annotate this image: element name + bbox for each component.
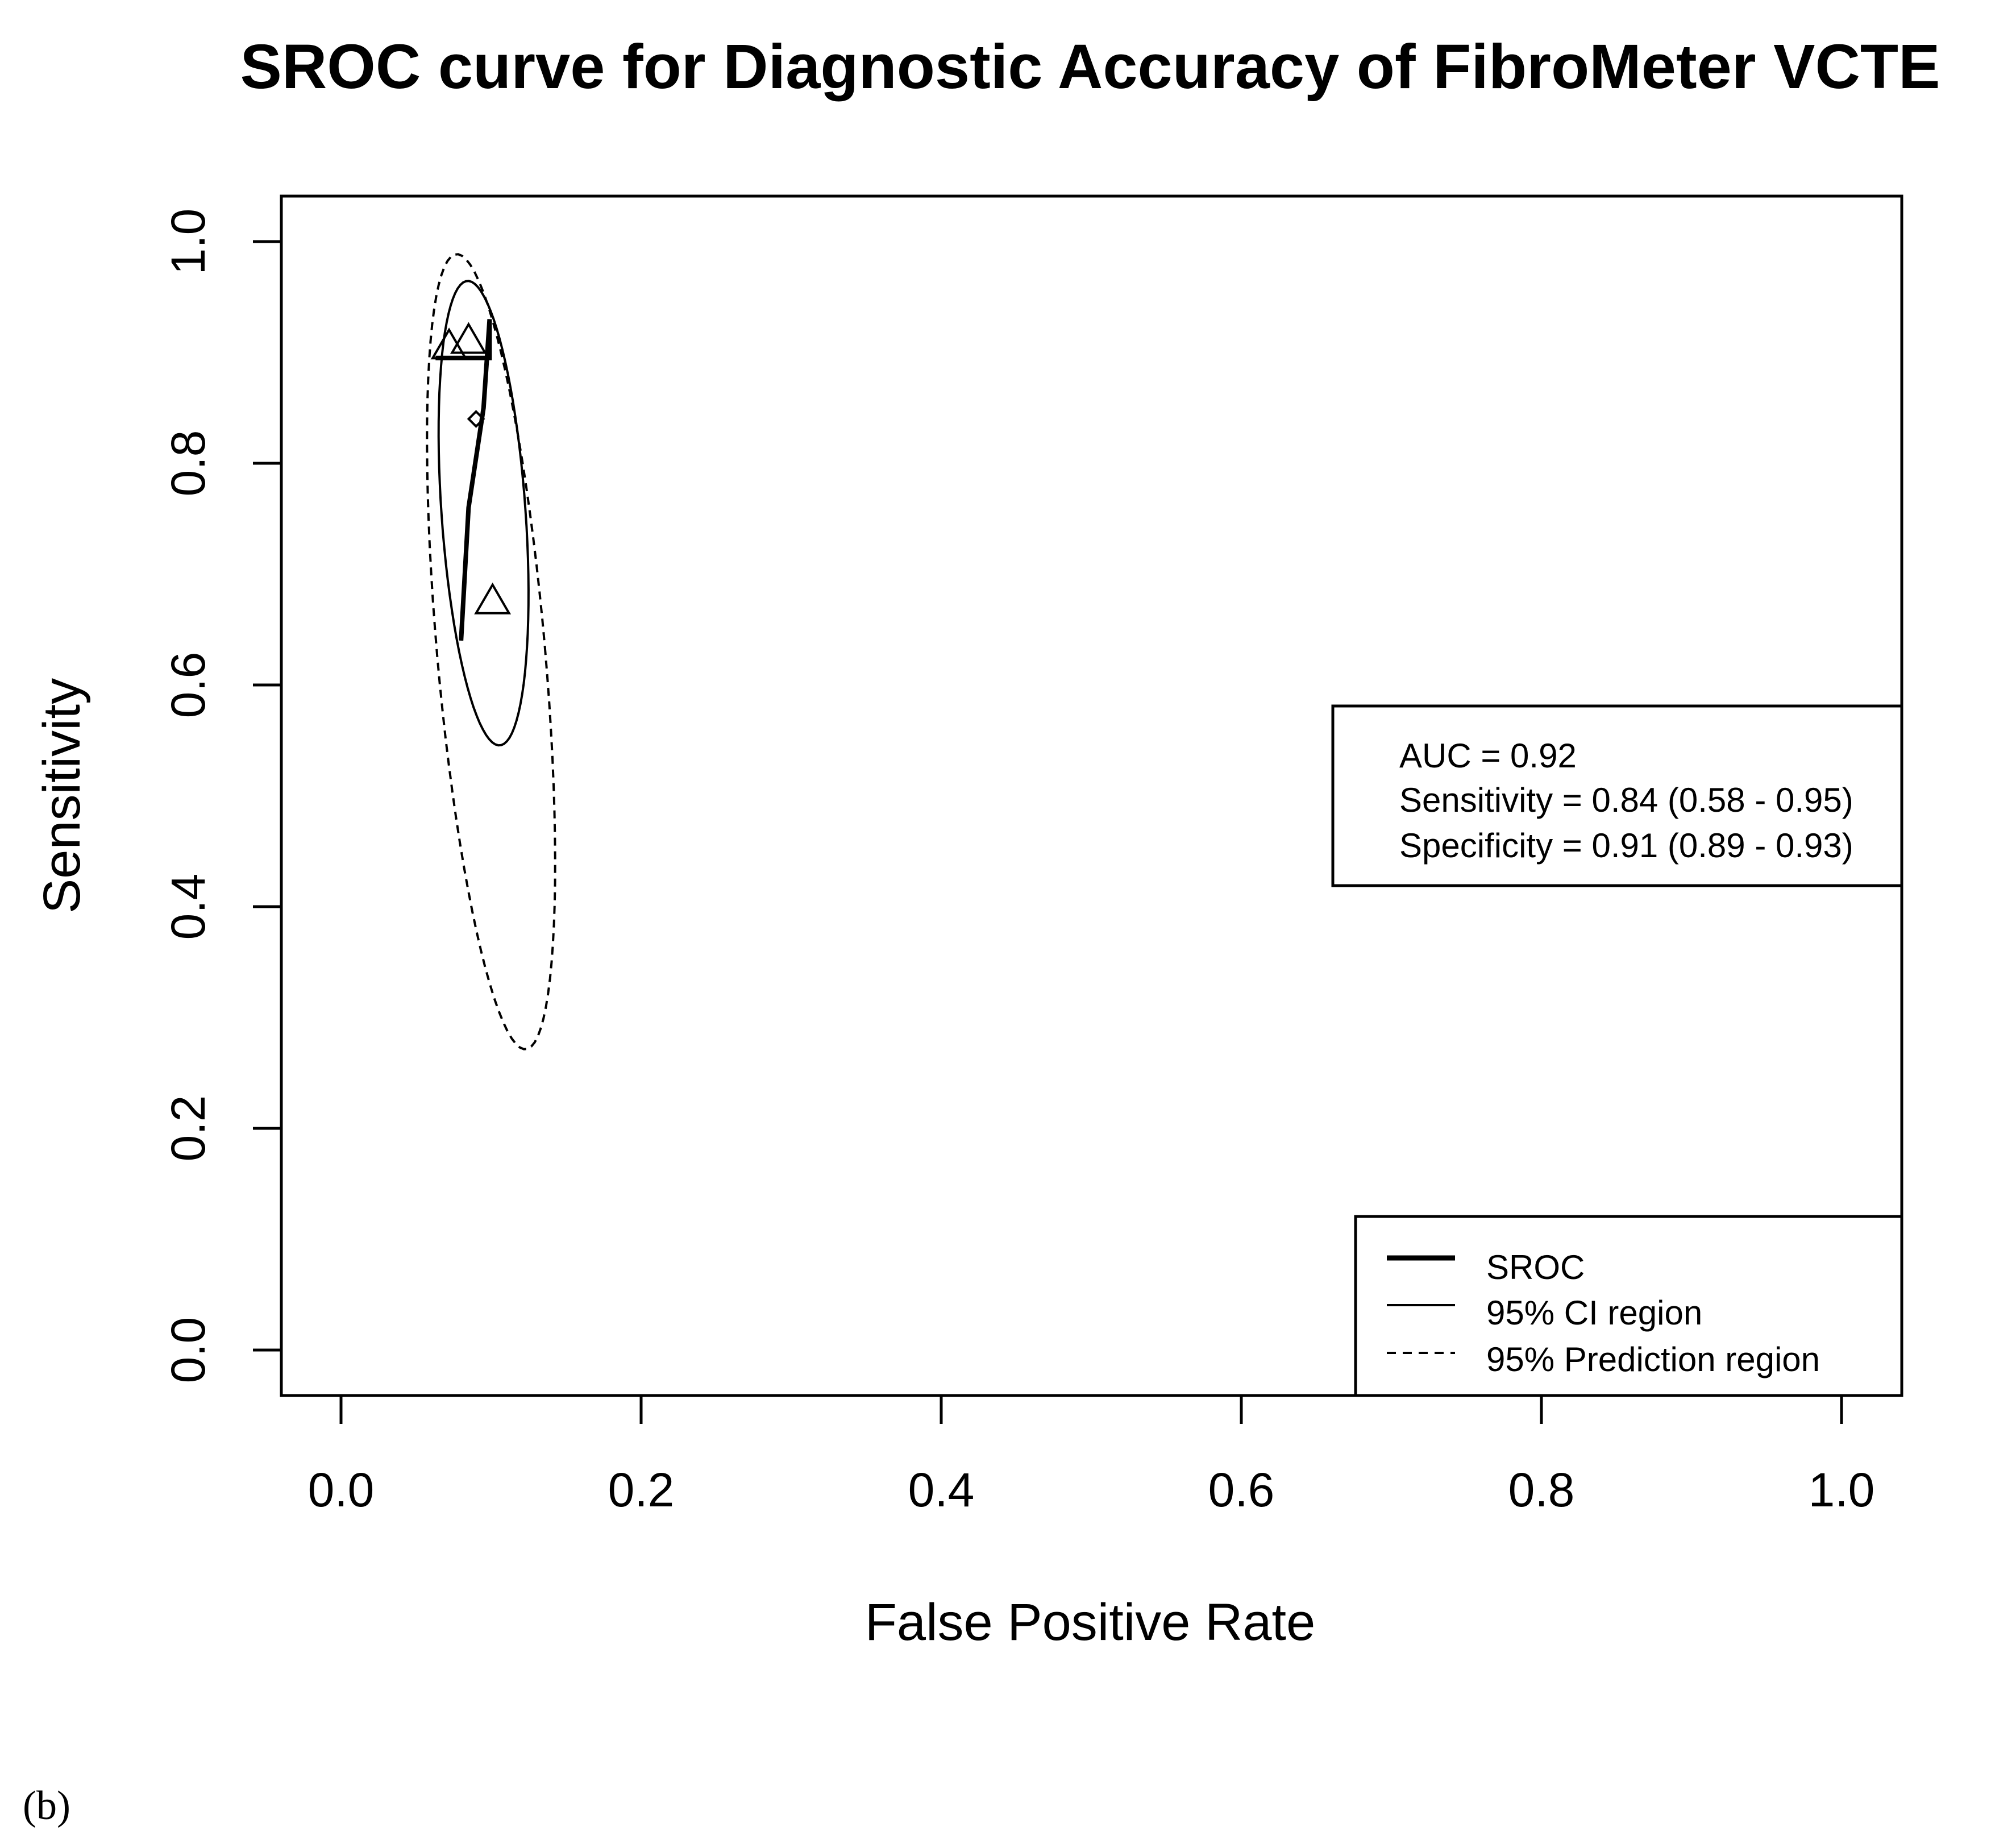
study-point-1 (430, 327, 468, 360)
y-tick-label: 0.2 (161, 1095, 215, 1162)
y-axis: 0.0 0.2 0.4 0.6 0.8 1.0 (161, 209, 283, 1384)
x-tick-label: 0.4 (908, 1463, 975, 1517)
chart-title: SROC curve for Diagnostic Accuracy of Fi… (240, 32, 1940, 102)
legend-label-ci: 95% CI region (1486, 1294, 1702, 1332)
x-tick-label: 0.8 (1508, 1463, 1575, 1517)
x-tick-label: 0.6 (1208, 1463, 1275, 1517)
x-tick-label: 1.0 (1809, 1463, 1875, 1517)
ci-region-ellipse (437, 280, 530, 747)
stats-auc: AUC = 0.92 (1399, 737, 1577, 775)
points-layer (430, 322, 512, 614)
sroc-curve (435, 319, 492, 641)
stats-box: AUC = 0.92 Sensitivity = 0.84 (0.58 - 0.… (1331, 704, 1903, 887)
y-tick-label: 0.4 (161, 874, 215, 940)
y-tick-label: 0.8 (161, 430, 215, 497)
y-axis-label: Sensitivity (33, 678, 91, 913)
legend-label-prediction: 95% Prediction region (1486, 1340, 1820, 1378)
stats-box-frame (1331, 704, 1903, 887)
stats-specificity: Specificity = 0.91 (0.89 - 0.93) (1399, 827, 1853, 865)
legend-label-sroc: SROC (1486, 1248, 1585, 1286)
prediction-region-ellipse (426, 253, 556, 1050)
panel-label: (b) (23, 1783, 70, 1828)
x-tick-label: 0.0 (308, 1463, 375, 1517)
x-tick-label: 0.2 (608, 1463, 675, 1517)
x-axis: 0.0 0.2 0.4 0.6 0.8 1.0 (308, 1394, 1875, 1517)
summary-point (467, 410, 485, 428)
legend: SROC 95% CI region 95% Prediction region (1354, 1215, 1903, 1397)
study-point-3 (474, 582, 512, 614)
y-tick-label: 1.0 (161, 209, 215, 275)
regions-layer (426, 253, 556, 1050)
y-tick-label: 0.6 (161, 652, 215, 719)
stats-sensitivity: Sensitivity = 0.84 (0.58 - 0.95) (1399, 781, 1853, 819)
study-point-2 (450, 322, 487, 354)
x-axis-label: False Positive Rate (865, 1593, 1316, 1651)
y-tick-label: 0.0 (161, 1317, 215, 1384)
